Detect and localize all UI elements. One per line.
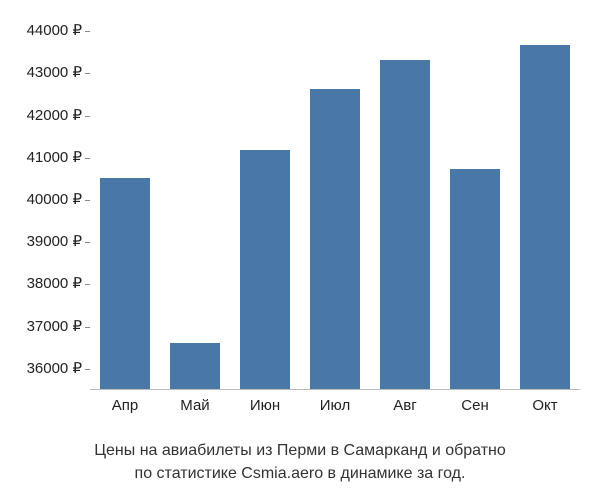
y-tick-label: 38000 ₽ [0, 274, 82, 292]
y-tick-label: 41000 ₽ [0, 148, 82, 166]
bar-Окт [520, 45, 570, 389]
bar-Июн [240, 150, 290, 389]
y-tick-label: 40000 ₽ [0, 190, 82, 208]
price-chart: 36000 ₽ 37000 ₽ 38000 ₽ 39000 ₽ 40000 ₽ 41000… [0, 0, 600, 500]
x-label: Сен [440, 389, 510, 414]
bar-Июл [310, 89, 360, 389]
x-label: Окт [510, 389, 580, 414]
x-label: Авг [370, 389, 440, 414]
chart-caption: Цены на авиабилеты из Перми в Самарканд … [0, 440, 600, 485]
bar-Авг [380, 60, 430, 389]
y-tick-label: 37000 ₽ [0, 317, 82, 335]
y-tick-label: 42000 ₽ [0, 106, 82, 124]
y-tick-label: 39000 ₽ [0, 232, 82, 250]
y-tick-label: 43000 ₽ [0, 63, 82, 81]
caption-line-1: Цены на авиабилеты из Перми в Самарканд … [94, 442, 506, 459]
bar-Сен [450, 169, 500, 389]
caption-line-2: по статистике Csmia.aero в динамике за г… [135, 465, 466, 482]
bars-container: АпрМайИюнИюлАвгСенОкт [90, 10, 580, 389]
y-tick-label: 36000 ₽ [0, 359, 82, 377]
x-label: Июн [230, 389, 300, 414]
plot-area: 36000 ₽37000 ₽38000 ₽39000 ₽40000 ₽41000… [90, 10, 580, 390]
bar-Апр [100, 178, 150, 389]
x-label: Апр [90, 389, 160, 414]
x-label: Май [160, 389, 230, 414]
x-label: Июл [300, 389, 370, 414]
bar-Май [170, 343, 220, 389]
y-tick-label: 44000 ₽ [0, 21, 82, 39]
